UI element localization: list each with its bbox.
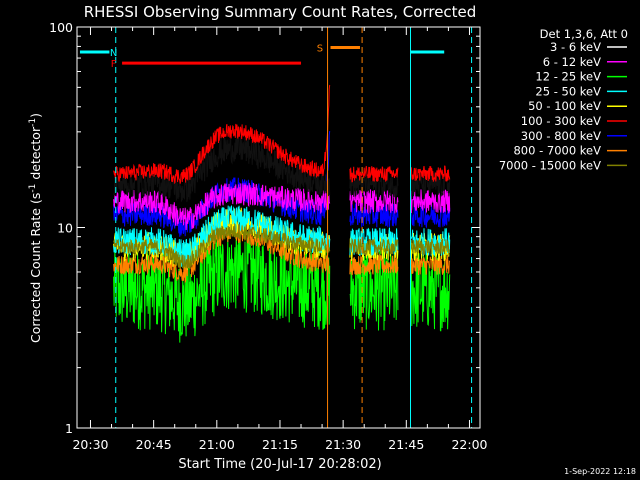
series-trace-7000_15000keV [113, 223, 451, 270]
y-axis-label-mid: detector [28, 126, 43, 184]
legend-label: 12 - 25 keV [535, 70, 601, 84]
chart-title: RHESSI Observing Summary Count Rates, Co… [84, 3, 477, 21]
x-tick-label: 21:30 [325, 437, 361, 452]
y-axis-label-sup1: -1 [28, 184, 38, 193]
series-trace-100_300keV [113, 84, 451, 185]
y-tick-label: 1 [65, 421, 73, 436]
flag-label-S: S [317, 44, 323, 55]
series-trace-3_6keV [113, 134, 451, 202]
x-tick-label: 21:15 [262, 437, 298, 452]
y-axis-label-end: ) [28, 113, 43, 118]
series-trace-6_12keV [113, 182, 451, 231]
x-tick-label: 21:00 [199, 437, 235, 452]
legend-label: 300 - 800 keV [521, 129, 601, 143]
footer-timestamp: 1-Sep-2022 12:18 [564, 467, 636, 476]
x-tick-label: 20:30 [72, 437, 108, 452]
x-tick-label: 22:00 [451, 437, 487, 452]
x-tick-label: 20:45 [136, 437, 172, 452]
plot-area: NF S 1 10 100 20:30 20:45 21:00 21:15 21:30 21:45 2… [49, 20, 487, 452]
legend-label: 3 - 6 keV [550, 40, 601, 54]
legend-label: 25 - 50 keV [535, 84, 601, 98]
y-axis-label: Corrected Count Rate (s-1 detector-1) [28, 113, 43, 343]
x-tick-label: 21:45 [388, 437, 424, 452]
y-axis-label-main: Corrected Count Rate (s [28, 193, 43, 343]
series-trace-12_25keV [113, 229, 451, 343]
y-tick-label: 10 [57, 221, 73, 236]
y-axis-label-sup2: -1 [28, 118, 38, 127]
x-axis-label: Start Time (20-Jul-17 20:28:02) [178, 457, 381, 472]
flag-label-F: F [111, 59, 117, 70]
legend-label: 100 - 300 keV [521, 114, 601, 128]
legend-label: 6 - 12 keV [543, 55, 601, 69]
legend-title: Det 1,3,6, Att 0 [540, 27, 628, 41]
legend-label: 7000 - 15000 keV [499, 158, 601, 172]
legend-label: 50 - 100 keV [528, 99, 601, 113]
flag-label-N: N [110, 48, 117, 59]
legend-label: 800 - 7000 keV [513, 144, 601, 158]
y-tick-label: 100 [49, 20, 73, 35]
